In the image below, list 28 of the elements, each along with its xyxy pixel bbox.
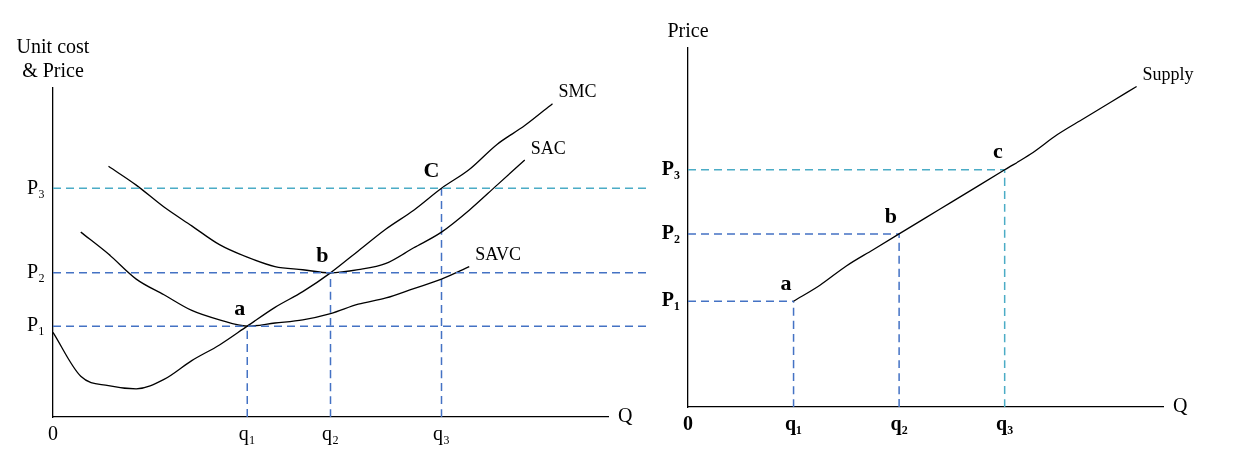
annotation: c	[992, 138, 1003, 164]
annotation: C	[423, 156, 440, 182]
x-tick-label: 0	[683, 412, 693, 435]
ref-line-label: P₂	[26, 260, 45, 283]
x-tick-label: q₂	[890, 412, 908, 436]
annotation: a	[780, 269, 792, 295]
x-tick-label: 0	[48, 422, 58, 445]
series-label: SMC	[558, 81, 597, 102]
annotation: b	[316, 241, 329, 267]
x-tick-label: q₃	[996, 412, 1014, 436]
ref-line-label: P₁	[26, 313, 45, 336]
x-axis-title: Q	[618, 404, 633, 427]
series-label: SAVC	[475, 244, 521, 265]
x-tick-label: q₁	[238, 422, 256, 446]
series-label: P₁	[661, 288, 680, 311]
y-axis-title: Price	[667, 19, 709, 42]
x-tick-label: q₂	[322, 422, 339, 446]
x-tick-label: q₃	[433, 422, 450, 446]
annotation: b	[884, 202, 898, 228]
series-label: P₂	[661, 221, 680, 244]
x-tick-label: q₁	[784, 412, 803, 436]
series-label: SAC	[530, 137, 566, 158]
y-axis-title: Unit cost & Price	[16, 35, 90, 82]
annotation: a	[234, 294, 246, 320]
ref-line-label: P₃	[26, 175, 45, 198]
x-axis-title: Q	[1173, 394, 1188, 417]
series-label: Supply	[1142, 64, 1194, 85]
series-label: P₃	[661, 156, 680, 179]
